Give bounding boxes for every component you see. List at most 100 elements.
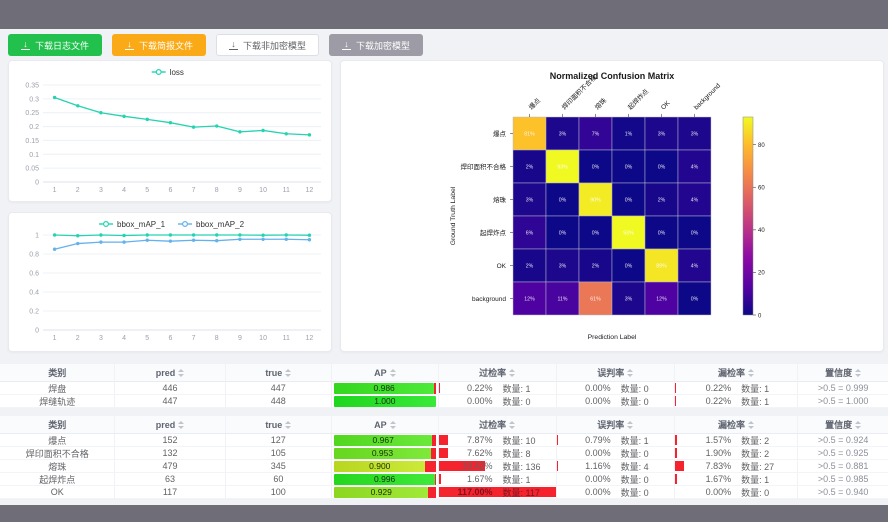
cell-class: 焊印面积不合格 [0, 447, 116, 459]
button-label: 下载非加密模型 [243, 40, 307, 51]
sort-caret-icon[interactable] [389, 366, 396, 380]
rate-count: 数量: 27 [741, 461, 775, 472]
header-cell-漏检率[interactable]: 漏检率 [675, 364, 799, 381]
download-button-2[interactable]: ↓ 下载简报文件 [112, 34, 207, 56]
sort-caret-icon[interactable] [178, 418, 185, 432]
header-cell-AP[interactable]: AP [332, 416, 439, 433]
header-cell-pred[interactable]: pred [115, 364, 226, 381]
header-cell-AP[interactable]: AP [332, 364, 439, 381]
cell-confidence: >0.5 = 0.985 [817, 474, 869, 484]
legend-item-loss[interactable]: loss [151, 68, 184, 77]
sort-caret-icon[interactable] [627, 418, 634, 432]
cell-ap: 0.929 [332, 486, 439, 498]
cell-miss-rate: 7.83% 数量: 27 [674, 460, 799, 472]
svg-text:2%: 2% [526, 264, 534, 270]
rate-count: 数量: 2 [741, 435, 770, 446]
sort-caret-icon[interactable] [285, 366, 292, 380]
header-cell-过检率[interactable]: 过检率 [439, 364, 557, 381]
cell-pred: 117 [115, 486, 226, 498]
header-cell-true[interactable]: true [226, 364, 333, 381]
matrix-col-label: 熔珠 [593, 96, 609, 112]
caret-up-icon [389, 366, 396, 372]
rate-value: 1.90% [705, 448, 732, 458]
sort-caret-icon[interactable] [285, 418, 292, 432]
header-cell-过检率[interactable]: 过检率 [439, 416, 557, 433]
caret-up-icon [855, 418, 862, 424]
rate-bar [674, 461, 685, 471]
sort-caret-icon[interactable] [855, 366, 862, 380]
rate-value: 39.42% [461, 461, 493, 471]
ap-remainder-bar [432, 434, 436, 446]
matrix-row-label: 熔珠 [493, 195, 507, 204]
rate-bar [438, 435, 448, 445]
rate-value: 0.22% [705, 396, 732, 406]
rate-value: 0.00% [466, 396, 493, 406]
bbox-map-chart-card: bbox_mAP_1 bbox_mAP_2 0 0.2 0.4 0.6 0.8 1 1 2 3 4 5 6… [8, 212, 332, 352]
sort-caret-icon[interactable] [509, 418, 516, 432]
svg-text:3: 3 [99, 187, 103, 194]
cell-confidence: >0.5 = 0.999 [817, 383, 869, 393]
sort-caret-icon[interactable] [855, 418, 862, 432]
header-cell-误判率[interactable]: 误判率 [557, 416, 675, 433]
header-label: 误判率 [597, 420, 625, 430]
legend-item-bbox_mAP_2[interactable]: bbox_mAP_2 [178, 220, 245, 229]
matrix-row-label: OK [497, 263, 507, 270]
cell-class: 起焊炸点 [0, 473, 116, 485]
table-row: 熔珠 479 345 0.900 39.42% 数量: 136 1.16% 数量: 4 7.83… [0, 460, 888, 473]
cell-true: 105 [226, 447, 333, 459]
cell-misjudge-rate: 0.00% 数量: 0 [557, 395, 675, 407]
caret-up-icon [855, 366, 862, 372]
header-cell-pred[interactable]: pred [115, 416, 226, 433]
rate-count: 数量: 1 [741, 396, 770, 407]
matrix-ylabel: Ground Truth Label [450, 186, 457, 245]
rate-value: 0.00% [585, 474, 611, 484]
sort-caret-icon[interactable] [748, 418, 755, 432]
cell-true: 60 [226, 473, 333, 485]
svg-text:12%: 12% [524, 297, 535, 303]
header-cell-漏检率[interactable]: 漏检率 [675, 416, 799, 433]
caret-up-icon [627, 418, 634, 424]
header-cell-true[interactable]: true [226, 416, 333, 433]
rate-value: 7.87% [466, 435, 493, 445]
caret-up-icon [627, 366, 634, 372]
header-cell-置信度[interactable]: 置信度 [798, 364, 888, 381]
sort-caret-icon[interactable] [509, 366, 516, 380]
top-bar [0, 0, 888, 29]
download-button-4[interactable]: ↓ 下载加密模型 [329, 34, 424, 56]
legend-item-bbox_mAP_1[interactable]: bbox_mAP_1 [99, 220, 166, 229]
header-cell-置信度[interactable]: 置信度 [798, 416, 888, 433]
ap-remainder-bar [430, 447, 436, 459]
sort-caret-icon[interactable] [178, 366, 185, 380]
header-cell-误判率[interactable]: 误判率 [557, 364, 675, 381]
sort-caret-icon[interactable] [748, 366, 755, 380]
header-label: 置信度 [825, 420, 853, 430]
svg-text:4: 4 [122, 335, 126, 342]
cell-pred: 63 [115, 473, 226, 485]
cell-pred: 479 [115, 460, 226, 472]
rate-count: 数量: 2 [741, 448, 770, 459]
cell-over-rate: 1.67% 数量: 1 [438, 473, 557, 485]
download-button-1[interactable]: ↓ 下载日志文件 [8, 34, 103, 56]
ap-bar: 0.967 [334, 434, 433, 446]
svg-text:0%: 0% [592, 231, 600, 237]
cell-confidence: >0.5 = 0.925 [817, 448, 869, 458]
svg-text:2: 2 [76, 187, 80, 194]
rate-value: 0.00% [585, 448, 611, 458]
cell-class: OK [0, 486, 116, 498]
header-label: 漏检率 [718, 368, 746, 378]
cell-over-rate: 0.22% 数量: 1 [438, 382, 557, 394]
svg-text:0%: 0% [625, 264, 633, 270]
header-label: 类别 [48, 368, 67, 378]
cell-confidence: >0.5 = 0.881 [817, 461, 869, 471]
svg-text:89%: 89% [656, 264, 667, 270]
rate-count: 数量: 1 [502, 474, 531, 485]
cell-confidence: >0.5 = 1.000 [817, 396, 869, 406]
sort-caret-icon[interactable] [389, 418, 396, 432]
sort-caret-icon[interactable] [627, 366, 634, 380]
svg-text:3%: 3% [559, 132, 567, 138]
svg-text:9: 9 [238, 335, 242, 342]
download-button-3[interactable]: ↓ 下载非加密模型 [216, 34, 320, 56]
caret-down-icon [285, 373, 292, 380]
header-label: 置信度 [825, 368, 853, 378]
download-icon: ↓ [342, 40, 352, 50]
